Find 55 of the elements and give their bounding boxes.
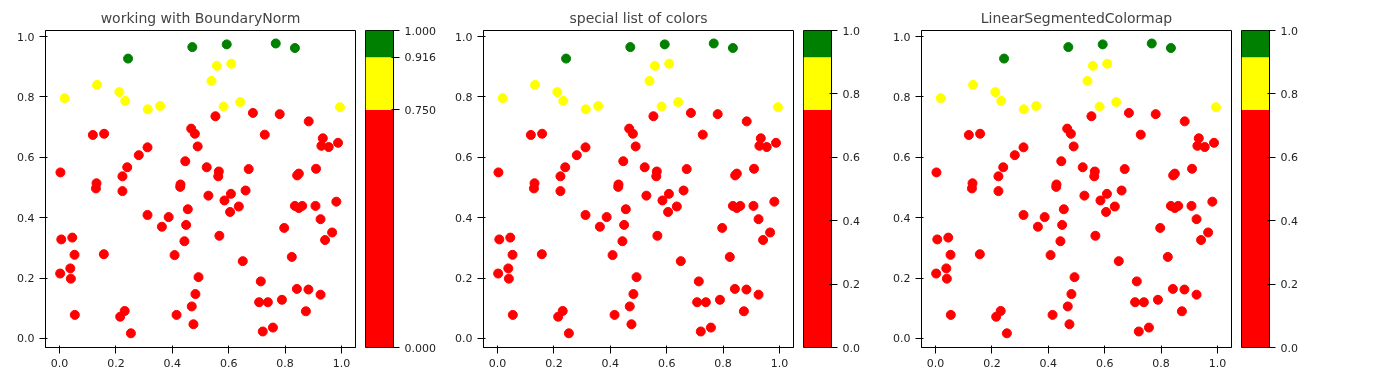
x-tick-label: 0.6 [219,356,238,370]
color-bar-label: 0.6 [842,151,860,165]
x-tick-label: 0.2 [983,356,1001,370]
y-tick-label: 0.6 [893,151,911,165]
color-bar-label: 0.8 [842,87,860,101]
color-bar-label: 0.750 [404,103,436,117]
chart-title: special list of colors [569,9,708,26]
x-tick-label: 0.8 [714,356,732,370]
x-tick-label: 0.0 [488,356,507,370]
x-tick-label: 0.8 [1152,356,1170,370]
x-tick-label: 0.2 [107,356,125,370]
x-tick-label: 0.4 [1039,356,1058,370]
color-bar-label: 0.000 [404,341,436,355]
x-tick-label: 0.0 [50,356,69,370]
x-tick-label: 0.2 [545,356,563,370]
y-tick-label: 1.0 [17,30,35,44]
x-tick-label: 0.6 [1095,356,1114,370]
y-tick-label: 0.2 [17,272,35,286]
color-bar-label: 1.000 [404,24,436,38]
color-bar-label: 0.2 [842,278,860,292]
x-tick-label: 0.4 [601,356,620,370]
x-tick-label: 0.0 [926,356,945,370]
y-tick-label: 0.4 [455,211,473,225]
x-tick-label: 1.0 [1208,356,1227,370]
y-tick-label: 0.8 [17,90,35,104]
color-bar-label: 0.4 [842,214,860,228]
color-bar-label: 0.0 [1280,341,1298,355]
color-bar-label: 1.0 [842,24,860,38]
chart-title: LinearSegmentedColormap [980,9,1173,26]
color-bar-label: 0.4 [1280,214,1298,228]
y-tick-label: 0.4 [893,211,911,225]
color-bar-label: 0.8 [1280,87,1298,101]
x-tick-label: 1.0 [770,356,789,370]
y-tick-label: 0.0 [455,332,473,346]
y-tick-label: 0.2 [893,272,911,286]
x-tick-label: 0.6 [657,356,676,370]
color-bar-label: 0.0 [842,341,860,355]
y-tick-label: 1.0 [455,30,473,44]
y-tick-label: 0.2 [455,272,473,286]
y-tick-label: 0.8 [455,90,473,104]
y-tick-label: 1.0 [893,30,911,44]
chart-title: working with BoundaryNorm [100,9,301,26]
x-tick-label: 1.0 [332,356,351,370]
color-bar-label: 1.0 [1280,24,1298,38]
y-tick-label: 0.6 [17,151,35,165]
color-bar-label: 0.6 [1280,151,1298,165]
y-tick-label: 0.8 [893,90,911,104]
color-bar-label: 0.2 [1280,278,1298,292]
color-bar-label: 0.916 [404,51,436,65]
x-tick-label: 0.4 [163,356,182,370]
y-tick-label: 0.0 [893,332,911,346]
x-tick-label: 0.8 [276,356,294,370]
y-tick-label: 0.4 [17,211,35,225]
y-tick-label: 0.0 [17,332,35,346]
y-tick-label: 0.6 [455,151,473,165]
